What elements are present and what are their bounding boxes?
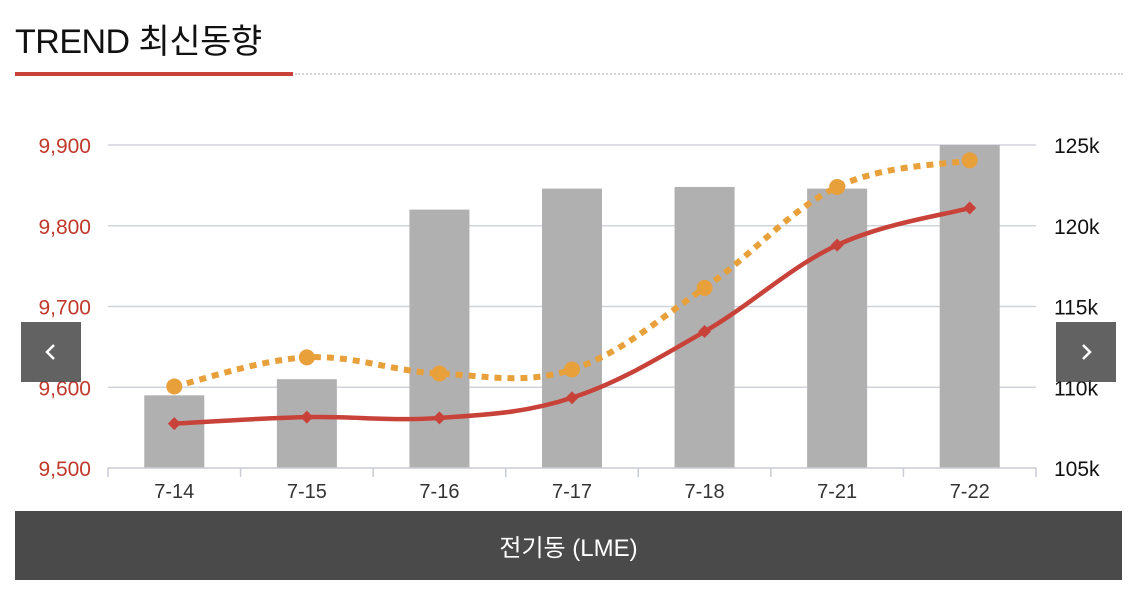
y-right-tick-label: 115k (1054, 297, 1098, 320)
title-underline (15, 72, 293, 76)
title-divider (295, 73, 1123, 75)
x-axis (107, 467, 1037, 477)
circle-point (961, 152, 978, 169)
x-tick-label: 7-15 (287, 481, 327, 503)
line-series (166, 152, 978, 431)
footer-bar: 전기동 (LME) (15, 511, 1122, 580)
x-tick-label: 7-21 (817, 481, 857, 503)
prev-button[interactable] (21, 322, 81, 382)
bar (939, 145, 1000, 468)
diamond-point (300, 410, 314, 424)
bar (542, 188, 602, 469)
circle-point (431, 365, 448, 382)
chevron-right-icon (1082, 344, 1092, 360)
x-tick-label: 7-18 (685, 481, 725, 503)
circle-point (829, 178, 846, 195)
y-right-tick-label: 125k (1054, 135, 1100, 158)
axis-labels: 7-14 7-15 7-16 7-17 7-18 7-21 7-22 9,500 9,600 9,… (38, 135, 1100, 503)
y-right-tick-label: 105k (1054, 458, 1100, 481)
y-left-tick-label: 9,600 (38, 377, 91, 400)
x-tick-label: 7-17 (552, 481, 592, 503)
bar (807, 188, 868, 469)
diamond-point (565, 391, 579, 405)
bar-series (144, 145, 1000, 469)
x-tick-label: 7-16 (419, 481, 459, 503)
diamond-point (167, 417, 181, 431)
page-title: TREND 최신동향 (15, 23, 262, 61)
y-right-tick-label: 110k (1054, 377, 1098, 400)
bar (144, 395, 205, 468)
diamond-point (432, 411, 446, 425)
circle-point (564, 361, 580, 378)
diamond-point (830, 238, 844, 252)
x-tick-label: 7-14 (154, 481, 194, 503)
next-button[interactable] (1056, 322, 1116, 382)
circle-point (298, 349, 315, 366)
y-left-tick-label: 9,900 (38, 135, 91, 158)
y-left-tick-label: 9,800 (38, 216, 91, 239)
diamond-point (698, 325, 712, 339)
commodity-label: 전기동 (LME) (499, 535, 638, 562)
circle-point (696, 279, 713, 296)
chevron-left-icon (45, 344, 55, 360)
y-right-tick-label: 120k (1054, 216, 1100, 239)
y-left-tick-label: 9,700 (38, 297, 91, 320)
x-tick-label: 7-22 (950, 481, 990, 503)
circle-point (166, 378, 183, 395)
y-left-tick-label: 9,500 (38, 458, 91, 481)
bar (409, 209, 470, 468)
diamond-point (963, 201, 977, 215)
